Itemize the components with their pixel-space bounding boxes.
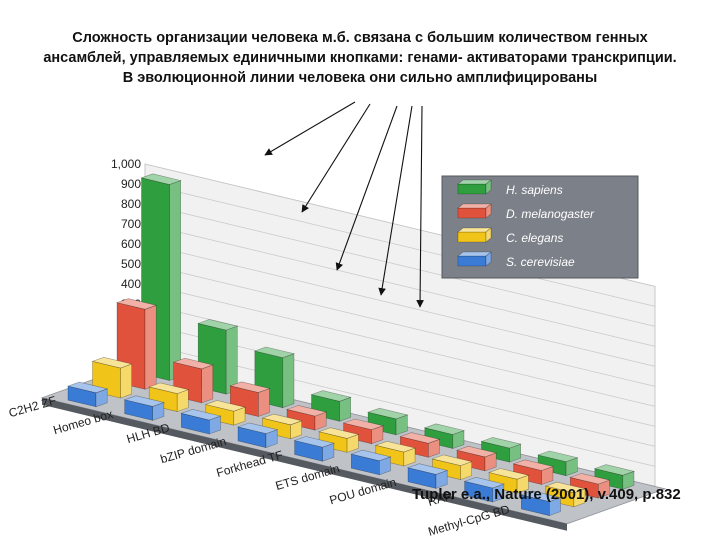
gridline xyxy=(144,203,656,327)
bar xyxy=(236,422,279,449)
legend-swatch xyxy=(457,179,492,195)
slide-heading: Сложность организации человека м.б. связ… xyxy=(20,28,700,88)
y-tick-label: 400 xyxy=(121,277,141,291)
bar xyxy=(148,382,190,413)
bar xyxy=(261,413,303,440)
bar xyxy=(318,427,360,453)
annotation-arrow xyxy=(416,105,424,308)
bar xyxy=(180,408,222,435)
y-tick-label: 500 xyxy=(121,257,141,271)
bar xyxy=(293,436,335,462)
y-tick-label: 800 xyxy=(121,197,141,211)
gridline xyxy=(144,283,656,407)
bar xyxy=(66,381,109,408)
legend-label: C. elegans xyxy=(506,231,563,245)
gridline xyxy=(144,183,656,307)
chart-legend: H. sapiens D. melanogaster C. elegans S. ce… xyxy=(441,175,639,279)
bar xyxy=(463,476,505,503)
annotation-arrow xyxy=(335,105,398,271)
legend-label: H. sapiens xyxy=(506,183,563,197)
annotation-arrow xyxy=(264,101,356,156)
x-category-label: Methyl-CpG BD xyxy=(426,502,511,539)
bar xyxy=(350,449,392,476)
gridline xyxy=(144,263,656,387)
heading-line-1: Сложность организации человека м.б. связ… xyxy=(72,30,648,46)
annotation-arrow xyxy=(301,103,371,213)
legend-swatch xyxy=(457,251,492,267)
y-tick-label: 900 xyxy=(121,177,141,191)
legend-label: S. cerevisiae xyxy=(506,255,575,269)
bar xyxy=(520,490,562,517)
floor-front-edge xyxy=(42,397,567,531)
heading-line-2: ансамблей, управляемых единичными кнопка… xyxy=(43,50,677,66)
legend-label: D. melanogaster xyxy=(506,207,595,221)
x-category-label: C2H2 ZF xyxy=(7,393,58,420)
heading-line-3: В эволюционной линии человека они сильно… xyxy=(122,70,598,86)
citation: Tupler e.a., Nature (2001), v.409, p.832 xyxy=(412,486,681,503)
y-tick-label: 700 xyxy=(121,217,141,231)
gridline xyxy=(144,223,656,347)
annotation-arrows xyxy=(264,101,424,308)
chart-bars xyxy=(66,173,636,517)
bar xyxy=(423,423,466,449)
bar xyxy=(285,405,328,431)
legend-swatch xyxy=(457,203,492,219)
gridline xyxy=(144,243,656,367)
bar xyxy=(406,463,449,489)
y-tick-label: 600 xyxy=(121,237,141,251)
annotation-arrow xyxy=(378,105,413,296)
y-tick-label: 1,000 xyxy=(111,157,141,171)
bar xyxy=(123,395,165,421)
x-category-label: RAR xyxy=(426,488,455,509)
legend-swatch xyxy=(457,227,492,243)
